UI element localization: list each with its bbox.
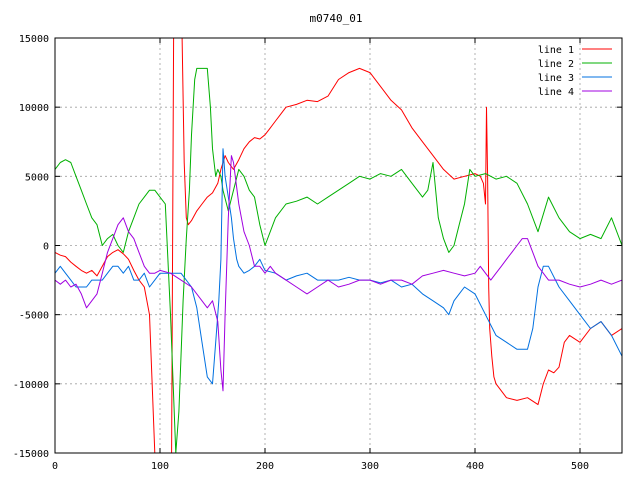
y-tick-label: -15000 — [13, 449, 49, 460]
legend-label: line 2 — [538, 59, 574, 70]
y-tick-label: 15000 — [19, 34, 49, 45]
axis-ticks: 0 100 200 300 400 500 -15000 -10000 -5000 0 5000 10… — [13, 34, 622, 472]
x-tick-label: 200 — [256, 461, 274, 472]
legend: line 1 line 2 line 3 line 4 — [538, 45, 612, 98]
grid-lines — [55, 38, 622, 453]
plot-frame — [54, 37, 623, 454]
y-tick-label: -10000 — [13, 380, 49, 391]
x-tick-label: 500 — [571, 461, 589, 472]
legend-label: line 4 — [538, 87, 574, 98]
series-line-1 — [55, 38, 622, 453]
chart-title: m0740_01 — [310, 12, 363, 25]
x-tick-label: 0 — [52, 461, 58, 472]
legend-label: line 1 — [538, 45, 574, 56]
y-tick-label: 10000 — [19, 103, 49, 114]
series-line-2 — [55, 67, 622, 453]
x-tick-label: 400 — [466, 461, 484, 472]
x-tick-label: 100 — [151, 461, 169, 472]
y-tick-label: 0 — [43, 242, 49, 253]
series-line-3 — [55, 148, 622, 385]
y-tick-label: 5000 — [25, 172, 49, 183]
legend-label: line 3 — [538, 73, 574, 84]
x-tick-label: 300 — [361, 461, 379, 472]
y-tick-label: -5000 — [19, 311, 49, 322]
series-lines — [55, 38, 622, 453]
series-line-4 — [55, 155, 622, 392]
